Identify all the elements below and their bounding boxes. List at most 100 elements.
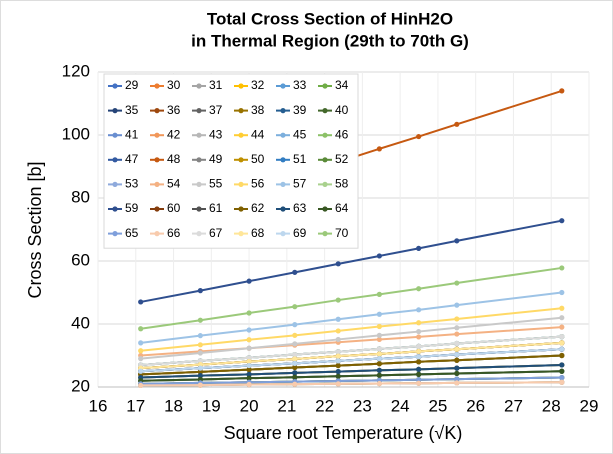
- data-point: [246, 371, 252, 377]
- data-point: [416, 343, 422, 349]
- x-tick-label: 21: [277, 396, 296, 415]
- data-point: [376, 372, 382, 378]
- legend-label: 32: [251, 78, 265, 92]
- data-point: [335, 336, 341, 343]
- data-point: [454, 302, 460, 308]
- legend-marker: [154, 206, 160, 212]
- data-point: [376, 346, 382, 352]
- y-tick-label: 80: [71, 187, 90, 206]
- data-point: [246, 345, 252, 351]
- data-point: [246, 367, 252, 373]
- data-point: [246, 278, 252, 284]
- x-tick-label: 19: [202, 396, 221, 415]
- data-point: [416, 133, 422, 140]
- legend-label: 57: [293, 177, 307, 191]
- data-point: [559, 88, 565, 94]
- legend-marker: [154, 231, 160, 237]
- data-point: [559, 218, 565, 224]
- y-tick-label: 20: [71, 376, 90, 395]
- data-point: [376, 380, 382, 387]
- data-point: [416, 320, 422, 326]
- data-point: [416, 371, 422, 377]
- legend-marker: [322, 108, 328, 114]
- y-tick-label: 100: [62, 124, 90, 143]
- data-point: [246, 381, 252, 388]
- data-point: [559, 324, 565, 330]
- legend-label: 60: [167, 201, 181, 215]
- data-point: [335, 328, 341, 334]
- legend-label: 49: [209, 152, 223, 166]
- legend-label: 41: [125, 127, 139, 141]
- legend-label: 33: [293, 78, 307, 92]
- data-point: [416, 354, 422, 360]
- legend-marker: [280, 181, 286, 187]
- legend-label: 50: [251, 152, 265, 166]
- x-tick-label: 25: [428, 396, 447, 415]
- y-tick-label: 60: [71, 250, 90, 269]
- legend-marker: [112, 181, 118, 187]
- legend-marker: [322, 206, 328, 212]
- x-tick-label: 17: [126, 396, 145, 415]
- chart-title: Total Cross Section of HinH2O: [207, 9, 453, 28]
- legend-marker: [112, 231, 118, 237]
- data-point: [559, 346, 565, 352]
- data-point: [197, 365, 203, 371]
- legend-marker: [154, 181, 160, 187]
- data-point: [138, 326, 144, 332]
- legend-label: 44: [251, 127, 265, 141]
- legend-marker: [322, 231, 328, 237]
- chart-subtitle: in Thermal Region (29th to 70th G): [191, 31, 469, 50]
- data-point: [335, 373, 341, 379]
- x-tick-label: 23: [353, 396, 372, 415]
- legend-label: 40: [335, 103, 349, 117]
- legend-label: 31: [209, 78, 223, 92]
- legend-label: 42: [167, 127, 181, 141]
- data-point: [454, 325, 460, 331]
- data-point: [335, 353, 341, 359]
- data-point: [454, 280, 460, 286]
- legend-marker: [196, 132, 202, 138]
- data-point: [416, 334, 422, 340]
- x-tick-label: 24: [391, 396, 410, 415]
- data-point: [335, 358, 341, 364]
- data-point: [335, 316, 341, 322]
- data-point: [335, 362, 341, 369]
- data-point: [559, 340, 565, 346]
- legend-label: 56: [251, 177, 265, 191]
- data-point: [559, 352, 565, 359]
- data-point: [376, 253, 382, 259]
- legend-label: 54: [167, 177, 181, 191]
- data-point: [376, 332, 382, 338]
- data-point: [559, 265, 565, 271]
- legend-label: 66: [167, 226, 181, 240]
- legend-label: 69: [293, 226, 307, 240]
- data-point: [197, 373, 203, 379]
- data-point: [454, 340, 460, 347]
- data-point: [246, 355, 252, 361]
- data-point: [246, 327, 252, 333]
- data-point: [292, 351, 298, 358]
- data-point: [454, 351, 460, 358]
- data-point: [335, 261, 341, 267]
- data-point: [197, 317, 203, 323]
- data-point: [197, 358, 203, 364]
- data-point: [559, 289, 565, 296]
- legend-marker: [322, 83, 328, 89]
- data-point: [197, 350, 203, 356]
- data-point: [559, 315, 565, 321]
- data-point: [559, 362, 565, 368]
- legend-label: 58: [335, 177, 349, 191]
- legend-marker: [112, 83, 118, 89]
- data-point: [292, 269, 298, 275]
- data-point: [138, 348, 144, 354]
- data-point: [454, 370, 460, 377]
- data-point: [246, 358, 252, 365]
- legend-label: 34: [335, 78, 349, 92]
- legend-marker: [154, 108, 160, 114]
- legend-label: 46: [335, 127, 349, 141]
- legend-marker: [280, 132, 286, 138]
- legend-marker: [238, 231, 244, 237]
- data-point: [292, 381, 298, 387]
- y-tick-label: 120: [62, 61, 90, 80]
